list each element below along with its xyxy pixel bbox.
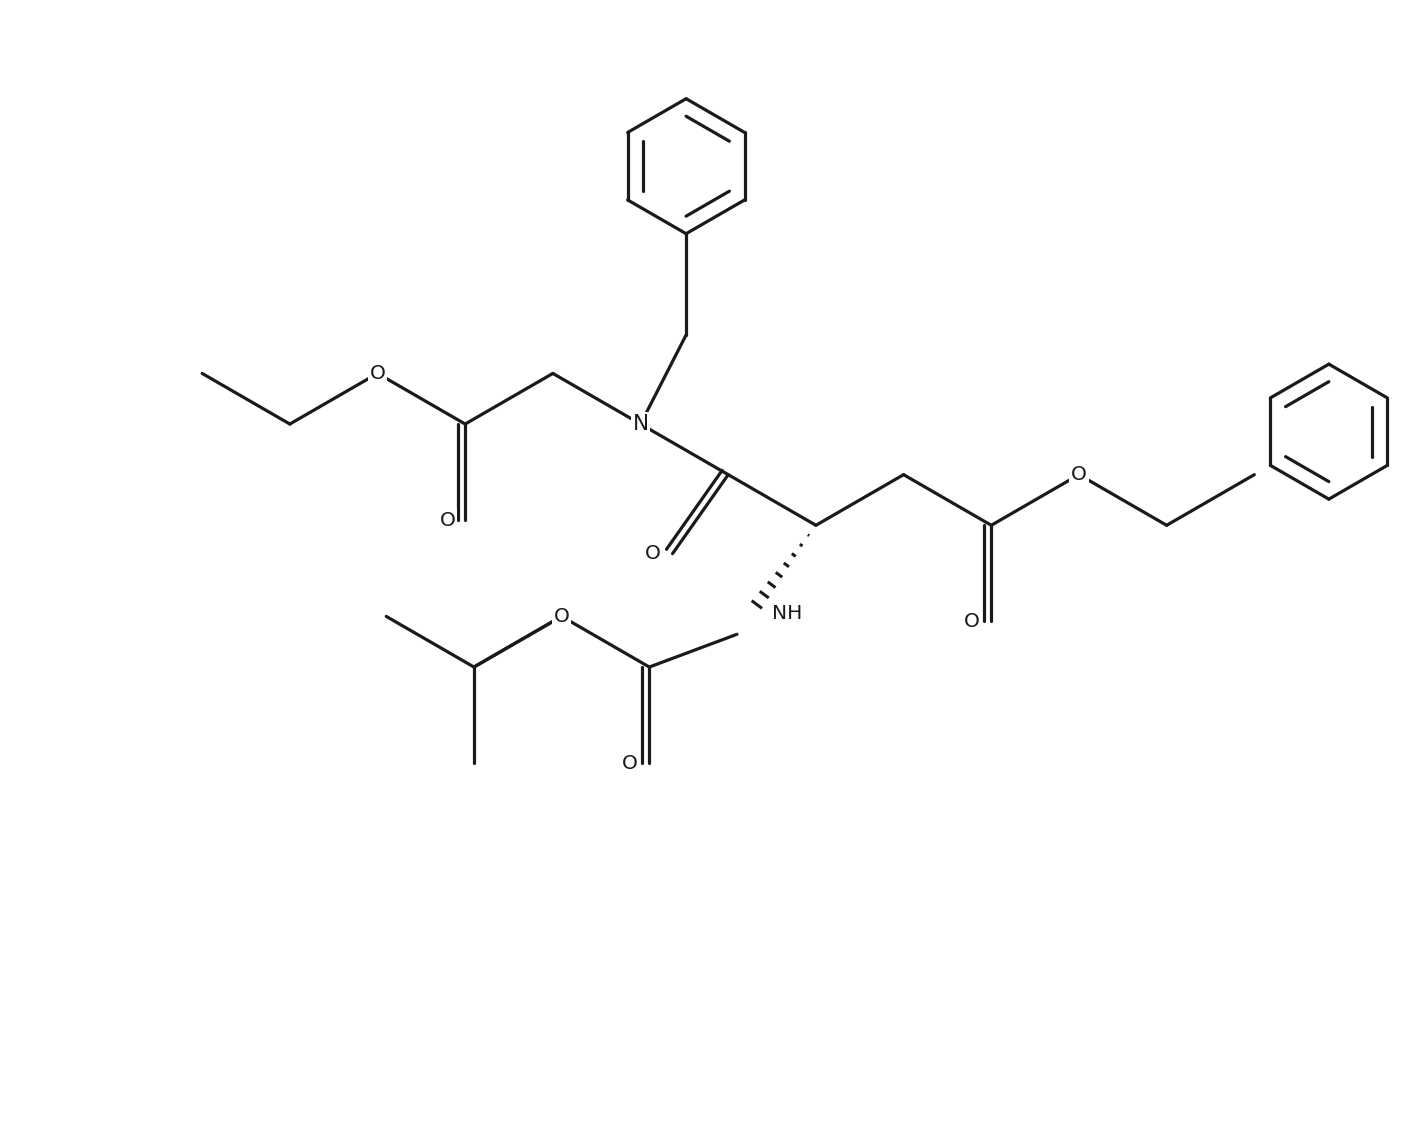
Text: N: N	[633, 414, 648, 434]
Text: NH: NH	[771, 603, 803, 623]
Text: O: O	[964, 613, 980, 631]
Text: O: O	[621, 754, 637, 773]
Text: O: O	[1071, 465, 1087, 484]
Text: O: O	[554, 607, 570, 626]
Text: O: O	[645, 544, 661, 563]
Text: O: O	[370, 364, 386, 382]
Text: O: O	[440, 511, 456, 530]
